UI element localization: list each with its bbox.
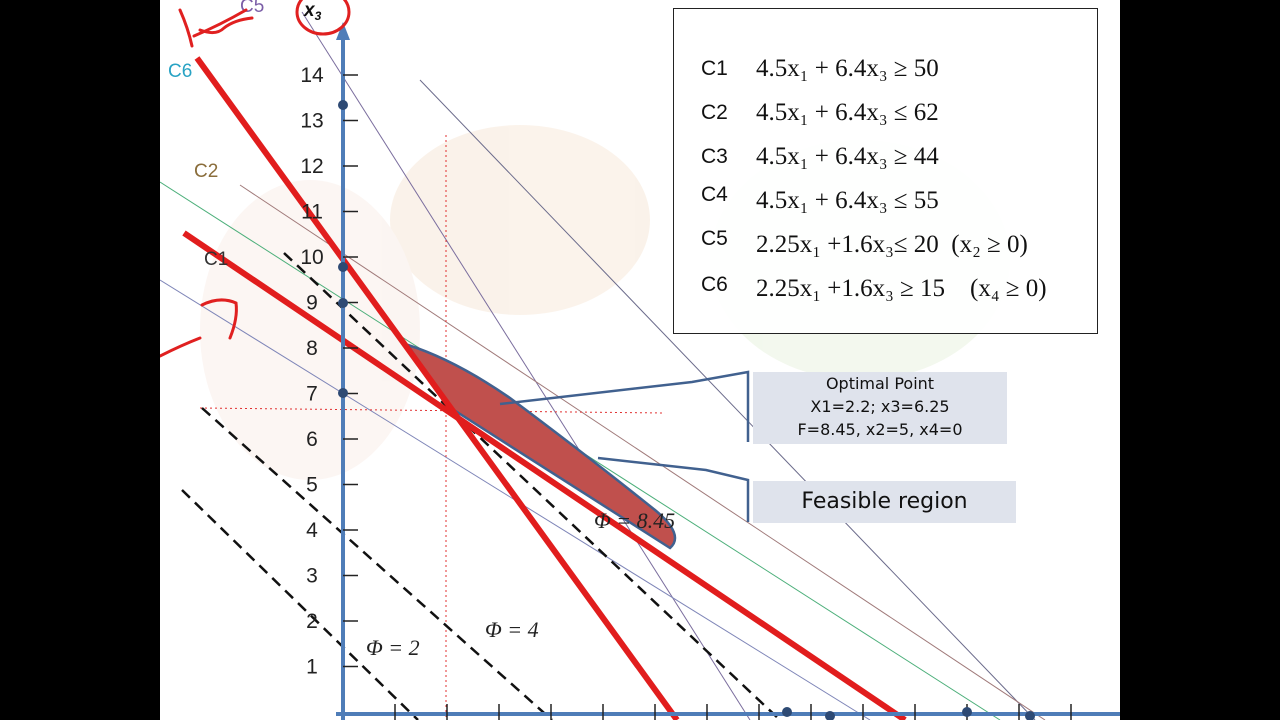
y-tick-label: 11 (301, 201, 323, 224)
constraint-expression: 4.5x₁ + 6.4x₃ ≥ 44 (756, 143, 939, 170)
constraint-row-c6: C6 2.25x₁ +1.6x₃ ≥ 15 (x₄ ≥ 0) (674, 273, 1094, 313)
feasible-region (405, 342, 677, 550)
feasible-callout-leader (597, 456, 750, 522)
constraint-row-c3: C3 4.5x₁ + 6.4x₃ ≥ 44 (674, 143, 1094, 185)
feasible-region-callout: Feasible region (753, 481, 1016, 523)
intercept-dots (338, 100, 1035, 720)
y-axis-label: x3 (303, 0, 322, 23)
objective-line-optimal (283, 252, 781, 720)
objective-line-phi2 (181, 489, 419, 720)
objective-label-phi845: Φ = 8.45 (594, 508, 675, 533)
ink-circle-x3 (295, 0, 351, 36)
objective-label-phi4: Φ = 4 (485, 617, 539, 642)
line-label-c1: C1 (204, 249, 228, 270)
constraint-expression: 2.25x₁ +1.6x₃≤ 20 (x₂ ≥ 0) (756, 231, 1028, 258)
y-tick-label: 4 (306, 519, 318, 542)
line-label-c6: C6 (168, 61, 192, 82)
y-tick-label: 8 (306, 337, 318, 360)
binding-constraint-c6 (194, 56, 680, 720)
y-axis-arrow (336, 22, 350, 40)
constraint-row-c4: C4 4.5x₁ + 6.4x₃ ≤ 55 (674, 183, 1094, 223)
constraint-label: C3 (701, 145, 728, 168)
constraint-expression: 4.5x₁ + 6.4x₃ ≥ 50 (756, 55, 939, 82)
optimal-point-values: X1=2.2; x3=6.25 (810, 397, 950, 416)
constraint-expression: 4.5x₁ + 6.4x₃ ≤ 62 (756, 99, 939, 126)
y-tick-label: 6 (306, 428, 318, 451)
y-tick-label: 10 (300, 246, 323, 269)
line-label-c5: C5 (240, 0, 264, 17)
y-tick-label: 3 (306, 565, 318, 588)
ink-mark-arrow (160, 336, 202, 358)
constraint-label: C2 (701, 101, 728, 124)
optimal-point-title: Optimal Point (825, 374, 935, 393)
y-tick-label: 9 (306, 292, 318, 315)
optimal-point-callout: Optimal Point X1=2.2; x3=6.25 F=8.45, x2… (753, 372, 1007, 444)
y-tick-label: 14 (300, 64, 324, 87)
line-label-c2: C2 (194, 161, 218, 182)
optimal-point-objective: F=8.45, x2=5, x4=0 (797, 420, 963, 439)
constraint-label: C5 (701, 227, 728, 250)
ink-mark-seven (200, 298, 238, 340)
objective-line-phi4 (201, 407, 553, 720)
constraint-expression: 4.5x₁ + 6.4x₃ ≤ 55 (756, 187, 939, 214)
constraint-label: C4 (701, 183, 728, 206)
constraint-row-c1: C1 4.5x₁ + 6.4x₃ ≥ 50 (674, 55, 1094, 97)
constraint-expression: 2.25x₁ +1.6x₃ ≥ 15 (x₄ ≥ 0) (756, 275, 1047, 302)
y-tick-label: 2 (306, 610, 318, 633)
y-tick-label: 13 (300, 110, 323, 133)
optimal-callout-leader (499, 370, 750, 442)
y-tick-label: 7 (306, 383, 318, 406)
y-tick-label: 5 (306, 474, 318, 497)
ink-annotations (160, 0, 351, 358)
constraint-label: C6 (701, 273, 728, 296)
constraint-row-c5: C5 2.25x₁ +1.6x₃≤ 20 (x₂ ≥ 0) (674, 227, 1094, 267)
objective-label-phi2: Φ = 2 (366, 635, 420, 660)
y-tick-label: 1 (306, 656, 318, 679)
c2-line (239, 184, 1046, 720)
ink-mark-top (178, 8, 254, 48)
c4-line (419, 79, 1036, 720)
y-tick-label: 12 (300, 155, 323, 178)
slide: 1 2 3 4 5 6 7 8 9 10 11 12 13 14 x3 C5 C6 C2 C1 Φ = 2… (160, 0, 1120, 720)
constraint-row-c2: C2 4.5x₁ + 6.4x₃ ≤ 62 (674, 99, 1094, 141)
constraint-label: C1 (701, 57, 728, 80)
constraints-box: C1 4.5x₁ + 6.4x₃ ≥ 50 C2 4.5x₁ + 6.4x₃ ≤… (673, 8, 1098, 334)
binding-constraint-c1 (182, 230, 907, 720)
c5-line (301, 11, 751, 720)
